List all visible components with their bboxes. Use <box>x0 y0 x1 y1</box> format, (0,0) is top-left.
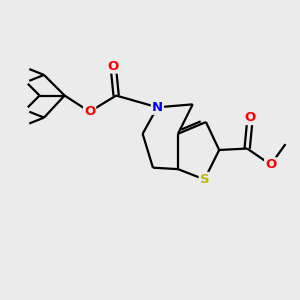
Text: O: O <box>265 158 276 171</box>
Text: N: N <box>152 101 163 114</box>
Text: O: O <box>244 111 256 124</box>
Text: O: O <box>84 105 95 118</box>
Text: O: O <box>108 60 119 73</box>
Text: S: S <box>200 173 209 186</box>
